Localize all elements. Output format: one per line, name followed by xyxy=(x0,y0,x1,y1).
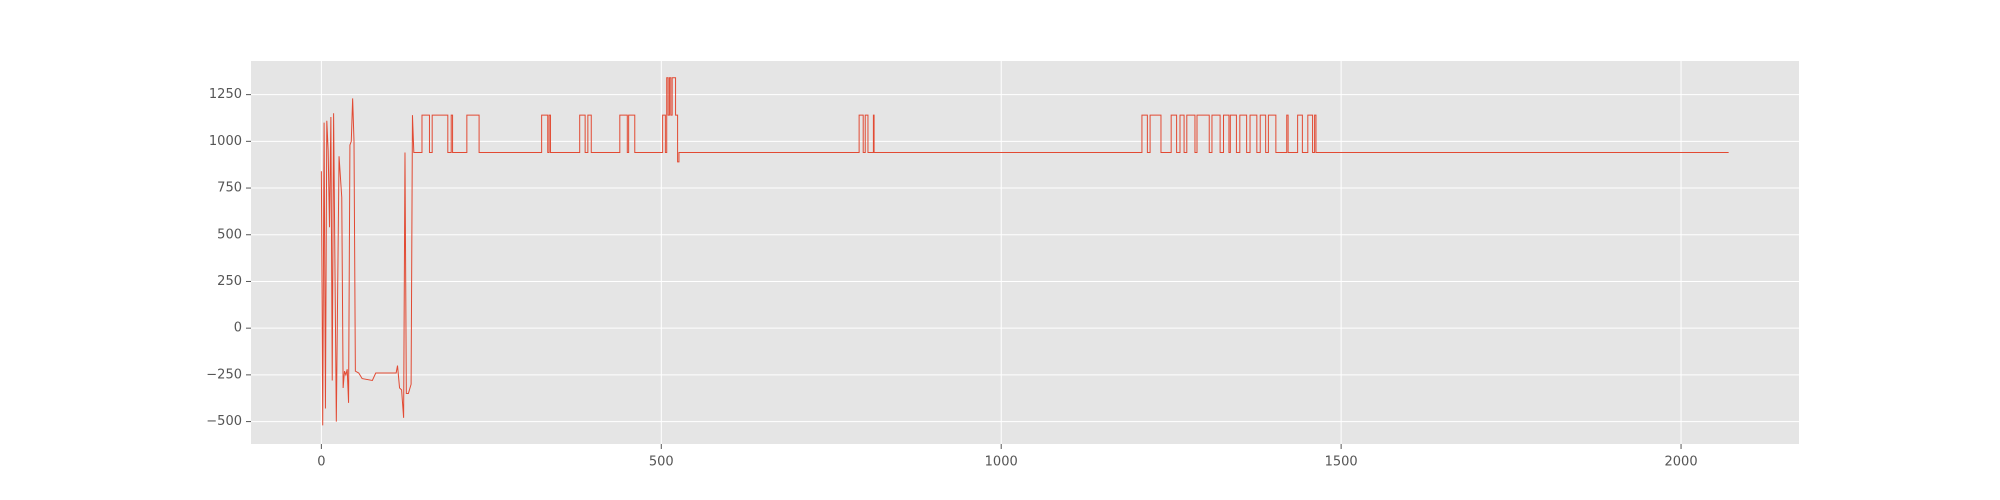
x-tick-label: 1000 xyxy=(985,455,1018,470)
y-tick-label: −500 xyxy=(206,414,242,429)
plot-area xyxy=(251,61,1799,444)
data-line xyxy=(320,77,1729,426)
x-tick-label: 500 xyxy=(649,455,674,470)
y-tick-label: −250 xyxy=(206,367,242,382)
tick-labels: −500 −250 0 250 500 750 1000 1250 0 500 1000 1500 20… xyxy=(206,87,1697,469)
x-tick-label: 1500 xyxy=(1325,455,1358,470)
y-tick-label: 1250 xyxy=(209,87,242,102)
y-tick-label: 500 xyxy=(217,227,242,242)
grid xyxy=(246,61,1799,449)
y-tick-label: 250 xyxy=(217,274,242,289)
y-tick-label: 0 xyxy=(234,321,242,336)
marks xyxy=(320,77,1729,426)
x-tick-label: 2000 xyxy=(1665,455,1698,470)
y-tick-label: 1000 xyxy=(209,134,242,149)
x-tick-label: 0 xyxy=(317,455,325,470)
y-tick-label: 750 xyxy=(217,181,242,196)
